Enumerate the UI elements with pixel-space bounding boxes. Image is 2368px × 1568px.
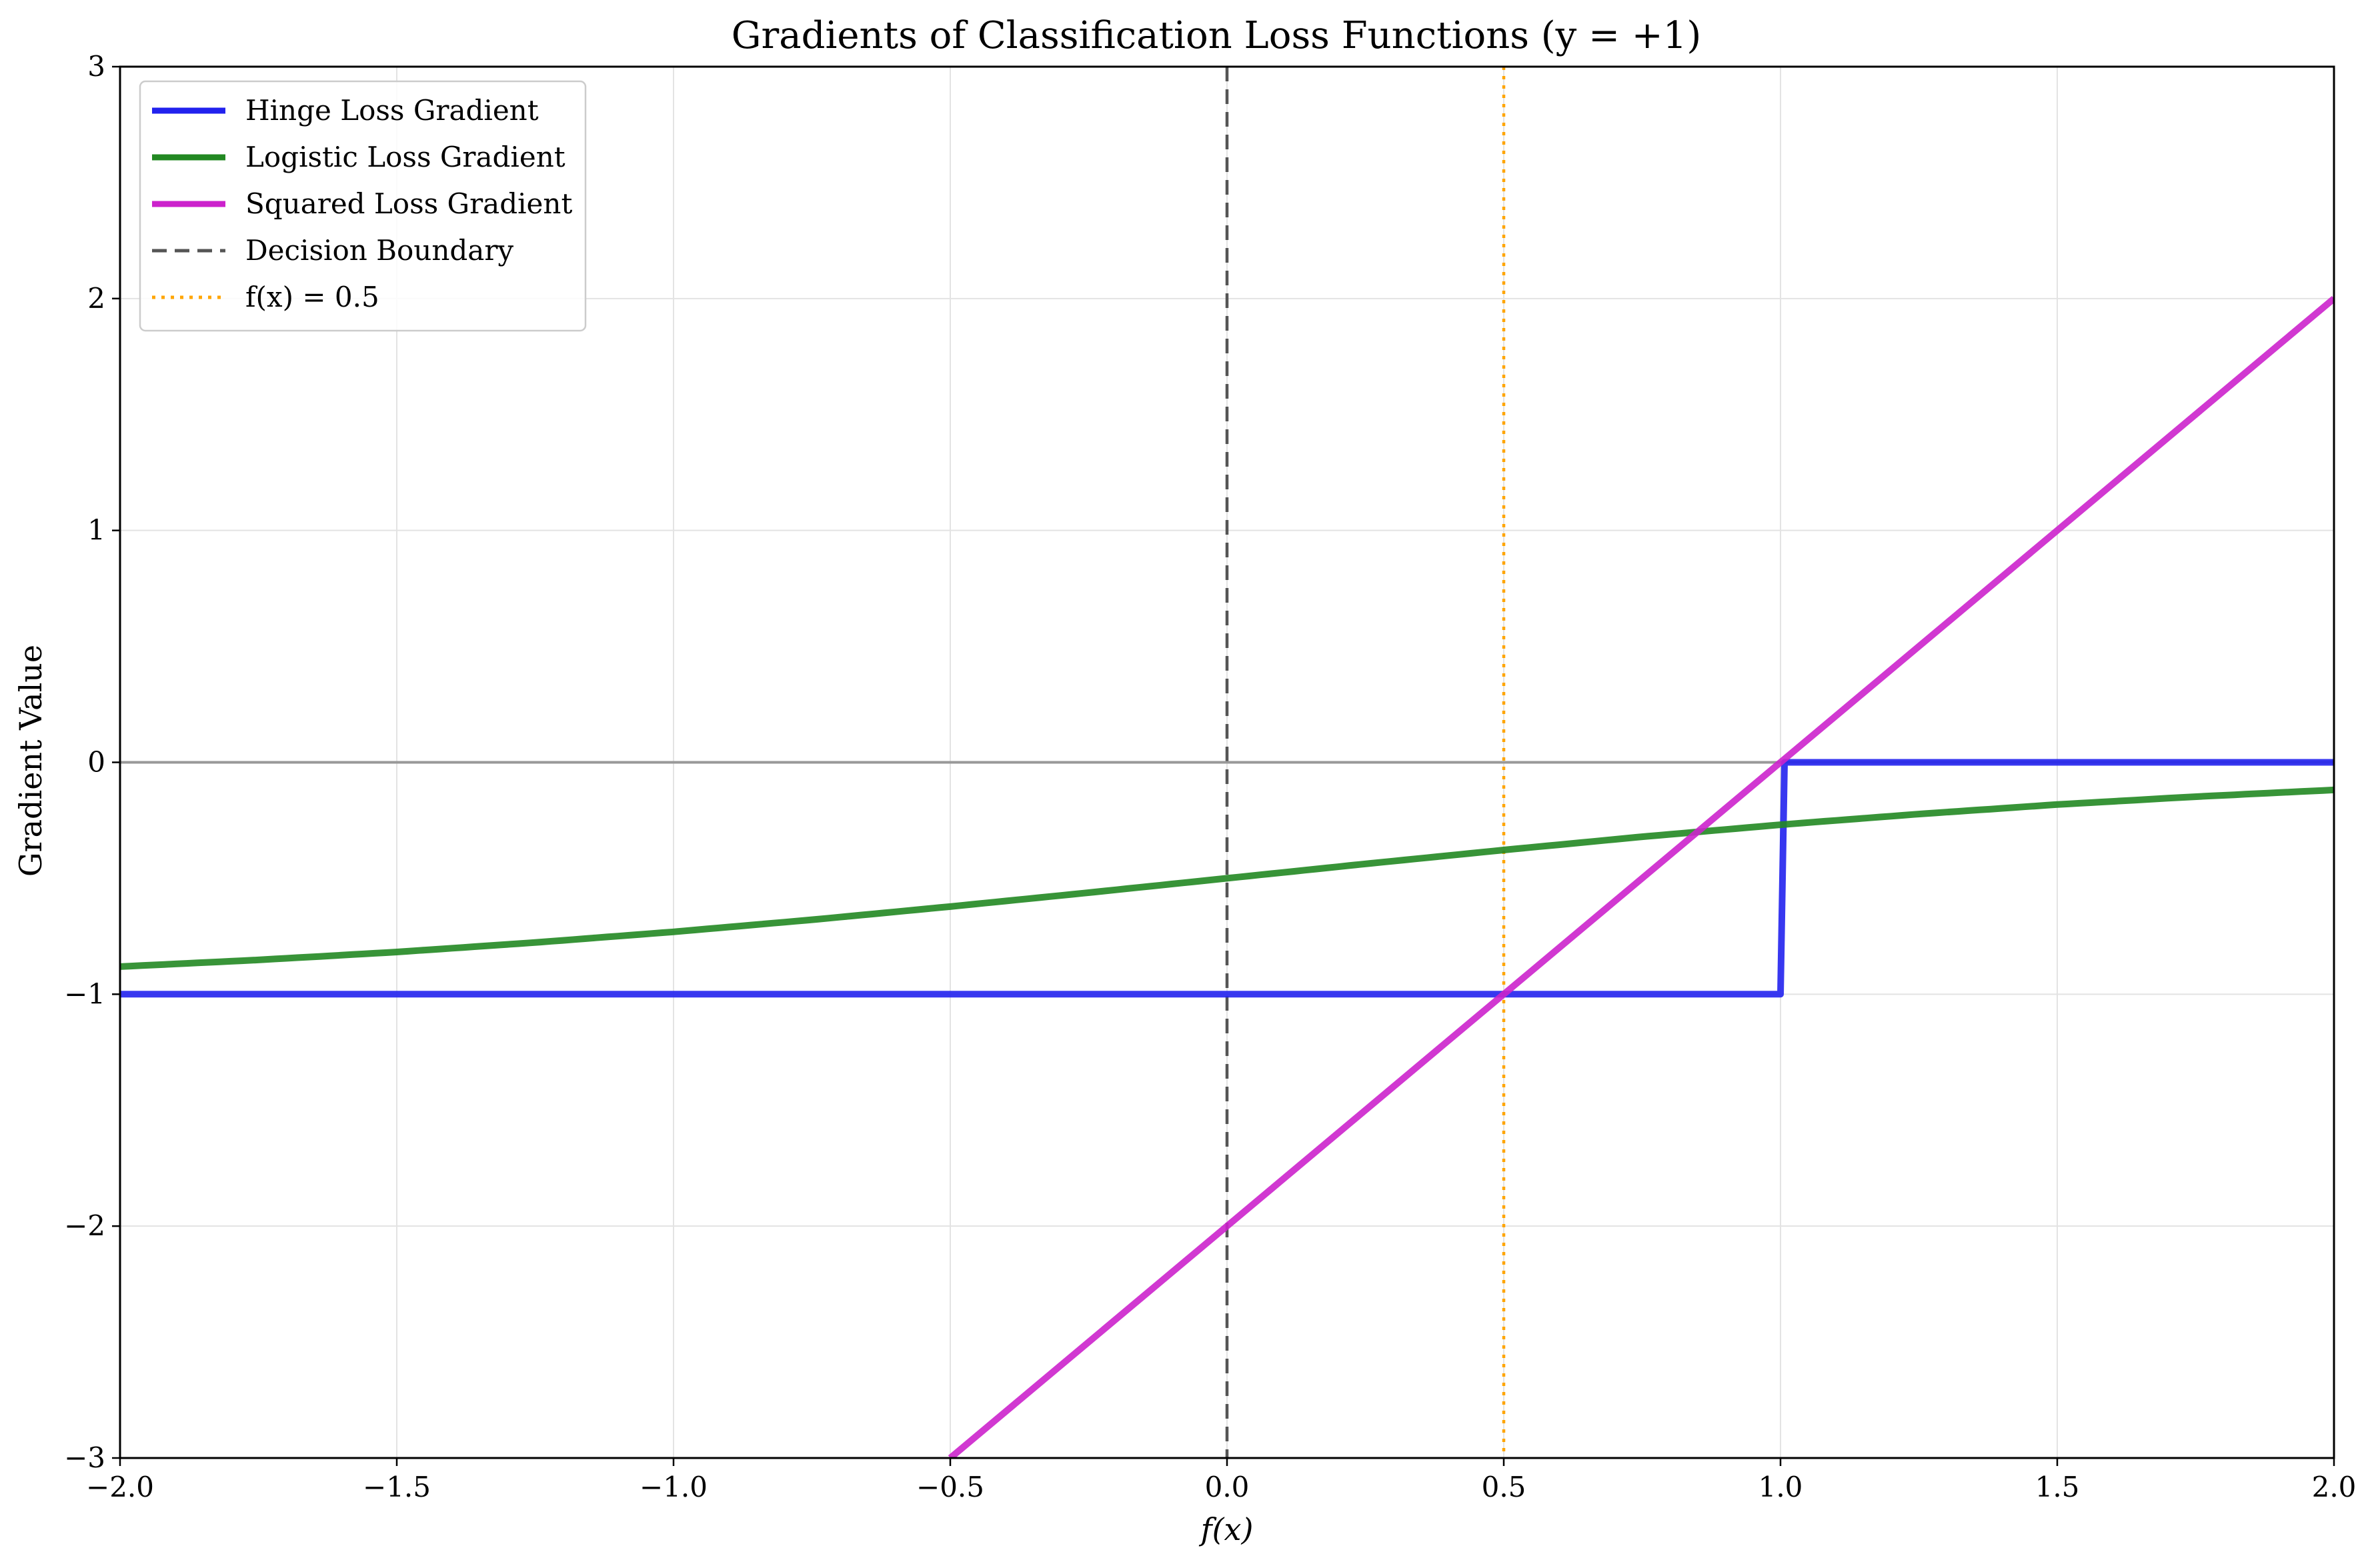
y-axis-ticks: −3 −2 −1 0 1 2 3	[64, 50, 120, 1474]
squared-gradient-series	[948, 295, 2334, 1458]
legend-label: Squared Loss Gradient	[245, 187, 572, 220]
y-tick-label: 1	[87, 514, 105, 547]
y-tick-label: −3	[64, 1441, 105, 1474]
legend-label: f(x) = 0.5	[245, 281, 379, 313]
x-tick-label: 0.5	[1482, 1471, 1526, 1503]
x-tick-label: −1.5	[363, 1471, 431, 1503]
plot-area	[120, 295, 2334, 1458]
hinge-gradient-series	[120, 759, 2334, 998]
y-tick-label: 3	[87, 50, 105, 83]
y-tick-label: −2	[64, 1209, 105, 1242]
x-tick-label: −2.0	[86, 1471, 154, 1503]
legend-box	[139, 80, 587, 332]
legend-label: Hinge Loss Gradient	[245, 94, 539, 127]
legend: Hinge Loss Gradient Logistic Loss Gradien…	[139, 80, 587, 332]
x-tick-label: 1.0	[1758, 1471, 1803, 1503]
x-tick-label: 1.5	[2035, 1471, 2080, 1503]
y-axis-label: Gradient Value	[13, 645, 49, 877]
y-tick-label: 0	[87, 746, 105, 779]
x-axis-ticks: −2.0 −1.5 −1.0 −0.5 0.0 0.5 1.0 1.5 2.0	[86, 1458, 2356, 1503]
logistic-gradient-series	[120, 786, 2334, 970]
x-tick-label: −0.5	[916, 1471, 984, 1503]
x-tick-label: −1.0	[640, 1471, 708, 1503]
x-tick-label: 0.0	[1205, 1471, 1250, 1503]
y-tick-label: 2	[87, 282, 105, 315]
x-axis-label: f(x)	[1199, 1511, 1254, 1547]
x-tick-label: 2.0	[2312, 1471, 2357, 1503]
legend-label: Logistic Loss Gradient	[245, 141, 565, 173]
chart-title: Gradients of Classification Loss Functio…	[732, 14, 1701, 57]
y-tick-label: −1	[64, 977, 105, 1010]
legend-label: Decision Boundary	[245, 234, 513, 267]
